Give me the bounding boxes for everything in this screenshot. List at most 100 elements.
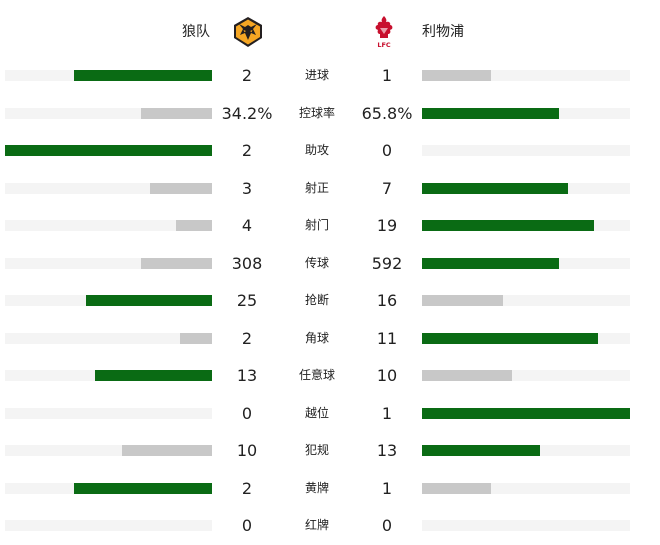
stat-label: 控球率: [298, 105, 335, 120]
stat-row: 0 红牌 0: [0, 507, 660, 545]
away-stat-value: 1: [381, 66, 393, 85]
home-stat-value: 25: [236, 291, 258, 310]
away-stat-bar: [422, 482, 492, 494]
stat-label: 射正: [304, 180, 329, 195]
away-stat-track: [422, 70, 630, 81]
home-stat-track: [5, 445, 212, 456]
away-stat-value: 16: [376, 291, 398, 310]
away-stat-value: 10: [376, 366, 398, 385]
home-stat-bar: [85, 295, 212, 306]
stat-row: 2 黄牌 1: [0, 470, 660, 508]
away-stat-bar: [422, 220, 594, 231]
home-stat-track: [5, 220, 212, 231]
stat-row: 2 进球 1: [0, 57, 660, 95]
home-stat-bar: [95, 370, 212, 381]
away-team-name: 利物浦: [422, 24, 464, 40]
away-stat-value: 65.8%: [361, 103, 413, 123]
stat-row: 2 角球 11: [0, 320, 660, 358]
stat-row: 2 助攻 0: [0, 132, 660, 170]
away-stat-value: 1: [381, 478, 393, 498]
home-stat-track: [5, 482, 212, 494]
wolves-crest-icon: [234, 17, 262, 47]
stat-label: 任意球: [298, 368, 335, 382]
home-stat-value: 34.2%: [221, 103, 273, 123]
home-stat-bar: [73, 70, 212, 81]
stat-label: 射门: [304, 218, 329, 232]
away-stat-track: [422, 482, 630, 494]
home-stat-bar: [180, 332, 212, 344]
away-stat-bar: [422, 257, 559, 269]
home-stat-track: [5, 332, 212, 344]
home-stat-bar: [121, 445, 212, 456]
home-stat-bar: [5, 145, 212, 156]
away-stat-value: 19: [376, 216, 398, 235]
home-stat-value: 4: [241, 216, 253, 235]
away-stat-track: [422, 407, 630, 419]
home-stat-value: 3: [241, 178, 253, 198]
home-stat-track: [5, 370, 212, 381]
home-stat-bar: [73, 482, 212, 494]
home-stat-track: [5, 295, 212, 306]
stat-row: 25 抢断 16: [0, 282, 660, 320]
stat-row: 34.2% 控球率 65.8%: [0, 95, 660, 133]
away-stat-track: [422, 332, 630, 344]
home-stat-track: [5, 145, 212, 156]
home-stat-track: [5, 70, 212, 81]
away-logo-text: LFC: [377, 41, 391, 49]
away-stat-track: [422, 220, 630, 231]
stat-label: 越位: [304, 405, 329, 420]
away-stat-track: [422, 145, 630, 156]
away-stat-track: [422, 107, 630, 119]
stat-row: 3 射正 7: [0, 170, 660, 208]
away-stat-value: 0: [381, 516, 393, 535]
home-stat-value: 13: [236, 366, 258, 385]
away-stat-bar: [422, 407, 630, 419]
away-stat-track: [422, 445, 630, 456]
home-team-name: 狼队: [182, 24, 210, 40]
away-stat-value: 0: [381, 141, 393, 160]
stat-label: 黄牌: [304, 480, 329, 495]
stat-row: 13 任意球 10: [0, 357, 660, 395]
home-stat-value: 2: [241, 478, 253, 498]
away-stat-bar: [422, 370, 513, 381]
stat-label: 犯规: [304, 443, 329, 457]
home-stat-value: 2: [241, 328, 253, 348]
stats-list: 2 进球 1 34.2% 控球率 65.8% 2 助攻 0 3 射正 7 4 射门 19 308 传球 592 25…: [0, 57, 660, 545]
away-stat-bar: [422, 445, 540, 456]
away-stat-track: [422, 370, 630, 381]
home-stat-bar: [175, 220, 212, 231]
home-stat-value: 0: [241, 403, 253, 423]
stat-label: 角球: [304, 330, 329, 345]
home-stat-track: [5, 407, 212, 419]
home-stat-value: 308: [231, 253, 263, 273]
stat-label: 进球: [304, 68, 329, 82]
away-stat-track: [422, 295, 630, 306]
stat-row: 0 越位 1: [0, 395, 660, 433]
home-stat-value: 0: [241, 516, 253, 535]
home-stat-track: [5, 182, 212, 194]
away-stat-bar: [422, 70, 492, 81]
match-header: 狼队 LFC 利物浦: [0, 0, 660, 62]
stat-label: 助攻: [304, 143, 329, 157]
home-stat-track: [5, 520, 212, 531]
home-stat-bar: [141, 107, 212, 119]
away-stat-value: 11: [376, 328, 398, 348]
away-stat-track: [422, 182, 630, 194]
away-stat-value: 592: [371, 253, 403, 273]
stat-label: 抢断: [304, 293, 329, 307]
away-stat-value: 1: [381, 403, 393, 423]
stat-label: 传球: [304, 255, 329, 270]
away-stat-bar: [422, 182, 568, 194]
stat-row: 4 射门 19: [0, 207, 660, 245]
away-stat-bar: [422, 107, 559, 119]
stat-label: 红牌: [304, 518, 329, 532]
home-stat-track: [5, 257, 212, 269]
away-stat-value: 7: [381, 178, 393, 198]
liverpool-crest-icon: LFC: [375, 16, 393, 49]
away-stat-track: [422, 257, 630, 269]
home-stat-value: 2: [241, 141, 253, 160]
away-stat-bar: [422, 332, 598, 344]
stat-row: 10 犯规 13: [0, 432, 660, 470]
home-stat-bar: [141, 257, 212, 269]
stat-row: 308 传球 592: [0, 245, 660, 283]
